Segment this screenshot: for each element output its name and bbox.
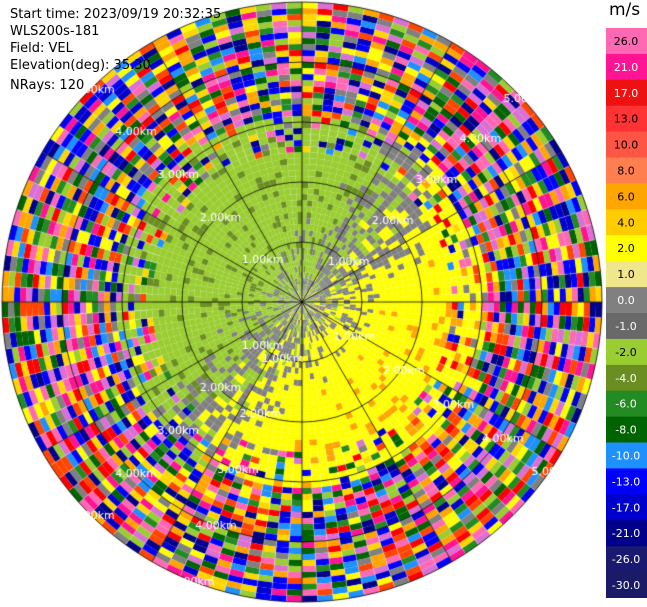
nrays: NRays: 120 xyxy=(10,78,85,93)
colorbar-swatch xyxy=(606,131,647,159)
colorbar-swatch xyxy=(606,261,647,288)
colorbar-tick-label: -17.0 xyxy=(612,501,640,514)
colorbar-tick-label: 1.0 xyxy=(617,268,635,281)
colorbar-tick-label: -6.0 xyxy=(615,398,636,411)
colorbar-tick-label: -21.0 xyxy=(612,527,640,540)
elevation: Elevation(deg): 35.30 xyxy=(10,58,151,73)
colorbar-swatch xyxy=(606,520,647,547)
colorbar-tick-label: -30.0 xyxy=(612,579,640,592)
colorbar-swatch xyxy=(606,235,647,262)
colorbar-swatch xyxy=(606,183,647,210)
colorbar: 26.0 21.0 17.0 13.0 10.0 8.0 6.0 4.0 2.0 1.0 0.0 -1… xyxy=(606,28,647,598)
colorbar-swatch xyxy=(606,442,647,469)
colorbar-unit: m/s xyxy=(609,0,641,20)
colorbar-swatch xyxy=(606,157,647,184)
colorbar-swatch xyxy=(606,364,647,392)
start-time: Start time: 2023/09/19 20:32:35 xyxy=(10,7,222,22)
colorbar-tick-label: -2.0 xyxy=(615,346,636,359)
colorbar-tick-label: 8.0 xyxy=(617,165,635,178)
colorbar-swatch xyxy=(606,494,647,521)
colorbar-swatch xyxy=(606,546,647,573)
colorbar-swatch xyxy=(606,390,647,418)
colorbar-tick-label: 10.0 xyxy=(614,139,639,152)
colorbar-swatch xyxy=(606,209,647,236)
colorbar-tick-label: 6.0 xyxy=(617,190,635,203)
colorbar-tick-label: -10.0 xyxy=(612,450,640,463)
colorbar-swatch xyxy=(606,572,647,598)
colorbar-tick-label: 2.0 xyxy=(617,242,635,255)
colorbar-swatch xyxy=(606,105,647,133)
colorbar-swatch xyxy=(606,313,647,340)
colorbar-swatch xyxy=(606,79,647,107)
colorbar-swatch xyxy=(606,338,647,366)
colorbar-swatch xyxy=(606,287,647,314)
colorbar-tick-label: 13.0 xyxy=(614,113,639,126)
colorbar-tick-label: 0.0 xyxy=(617,294,635,307)
colorbar-tick-label: -8.0 xyxy=(615,424,636,437)
colorbar-tick-label: -26.0 xyxy=(612,553,640,566)
instrument-name: WLS200s-181 xyxy=(10,24,100,39)
colorbar-swatch xyxy=(606,416,647,444)
colorbar-swatch xyxy=(606,53,647,81)
scan-info: Start time: 2023/09/19 20:32:35 WLS200s-… xyxy=(10,6,221,94)
colorbar-tick-label: -13.0 xyxy=(612,475,640,488)
colorbar-tick-label: 26.0 xyxy=(614,35,639,48)
colorbar-tick-label: 4.0 xyxy=(617,216,635,229)
colorbar-tick-label: -4.0 xyxy=(615,372,636,385)
colorbar-tick-label: 21.0 xyxy=(614,61,639,74)
field-name: Field: VEL xyxy=(10,41,73,56)
colorbar-swatch xyxy=(606,468,647,495)
colorbar-tick-label: 17.0 xyxy=(614,87,639,100)
colorbar-swatch xyxy=(606,28,647,55)
colorbar-tick-label: -1.0 xyxy=(615,320,636,333)
